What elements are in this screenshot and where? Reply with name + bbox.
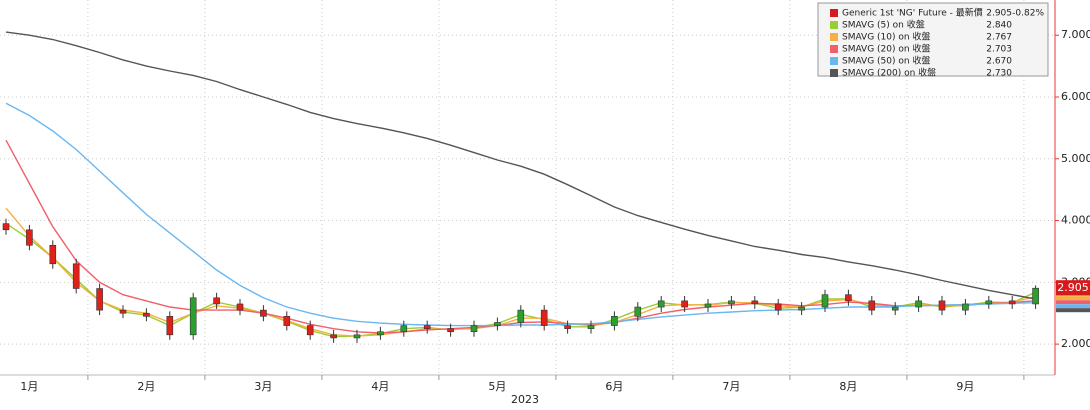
candle-body <box>751 300 759 305</box>
y-tick-label: 7.000 <box>1061 28 1090 41</box>
candle-body <box>330 334 337 339</box>
y-tick-label: 2.000 <box>1061 337 1090 350</box>
candle-body <box>166 316 174 336</box>
candle-body <box>283 316 291 326</box>
candle-body <box>213 297 220 305</box>
candle-body <box>657 300 665 308</box>
ma-tag <box>1056 296 1090 301</box>
candle-body <box>821 294 829 308</box>
ma-line <box>5 31 1036 300</box>
legend-swatch <box>830 45 838 53</box>
x-tick-label: 2月 <box>137 380 155 393</box>
candle-body <box>915 300 922 308</box>
legend-value: 2.767 <box>986 33 1012 43</box>
candle-body <box>1008 300 1016 305</box>
legend-value: 2.905 <box>986 9 1012 19</box>
x-tick-label: 6月 <box>605 380 623 393</box>
candle-body <box>470 325 478 333</box>
legend-change: -0.82% <box>1012 9 1044 19</box>
candle-body <box>2 223 10 231</box>
y-tick-label: 6.000 <box>1061 90 1090 103</box>
x-tick-label: 1月 <box>20 380 38 393</box>
candle-body <box>985 300 993 305</box>
legend-label: Generic 1st 'NG' Future - 最新價 <box>842 7 983 19</box>
legend-box <box>817 2 1049 77</box>
legend-swatch <box>830 57 838 65</box>
candle-body <box>798 306 805 311</box>
legend-swatch <box>830 9 838 17</box>
legend-value: 2.703 <box>986 45 1012 55</box>
candle-body <box>517 309 525 323</box>
x-tick-label: 7月 <box>722 380 740 393</box>
legend-swatch <box>830 21 838 29</box>
legend-label: SMAVG (5) on 收盤 <box>842 19 925 31</box>
candle-body <box>423 325 431 329</box>
legend-swatch <box>830 69 838 77</box>
y-tick-label: 5.000 <box>1061 152 1090 165</box>
candle-body <box>891 306 899 311</box>
candle-body <box>400 325 408 333</box>
candle-body <box>868 300 876 311</box>
candle-body <box>681 300 688 308</box>
candle-body <box>119 309 127 314</box>
candle-body <box>938 300 946 311</box>
legend-label: SMAVG (20) on 收盤 <box>842 43 930 55</box>
legend-value: 2.730 <box>986 69 1012 79</box>
candle-body <box>845 294 852 302</box>
candle-body <box>611 316 618 326</box>
ma-tag <box>1056 300 1090 305</box>
x-tick-label: 3月 <box>254 380 272 393</box>
legend-swatch <box>830 33 838 41</box>
x-tick-label: 9月 <box>956 380 974 393</box>
candle-body <box>540 309 548 326</box>
candle-body <box>587 325 595 329</box>
ma-tag <box>1056 304 1090 309</box>
last-price-tag <box>1056 280 1090 296</box>
last-price-label: 2.905 <box>1057 281 1089 294</box>
candle-body <box>236 303 244 311</box>
candle-body <box>49 244 57 265</box>
candle-body <box>634 306 642 317</box>
candle-body <box>704 303 712 308</box>
candle-body <box>447 328 454 333</box>
legend-label: SMAVG (200) on 收盤 <box>842 67 936 79</box>
candle-body <box>962 303 969 311</box>
candle-body <box>728 300 735 305</box>
candle-body <box>260 309 267 317</box>
candle-body <box>26 229 33 246</box>
legend-label: SMAVG (50) on 收盤 <box>842 55 930 67</box>
legend: Generic 1st 'NG' Future - 最新價 2.905 -0.82%… <box>817 2 1049 79</box>
candle-body <box>353 334 361 339</box>
candle-body <box>377 331 384 336</box>
candle-body <box>774 303 782 311</box>
legend-value: 2.840 <box>986 21 1012 31</box>
y-tick-label: 4.000 <box>1061 214 1090 227</box>
legend-label: SMAVG (10) on 收盤 <box>842 31 930 43</box>
candle-body <box>564 325 571 329</box>
candle-body <box>143 312 150 317</box>
x-tick-label: 8月 <box>839 380 857 393</box>
candle-body <box>96 288 103 311</box>
legend-value: 2.670 <box>986 57 1012 67</box>
candle-body <box>494 322 501 326</box>
x-axis-label: 2023 <box>511 393 539 406</box>
x-tick-label: 4月 <box>371 380 389 393</box>
ma-tag <box>1056 308 1090 313</box>
candle-body <box>306 325 314 336</box>
candle-body <box>1032 287 1039 305</box>
x-tick-label: 5月 <box>488 380 506 393</box>
candle-body <box>189 297 197 336</box>
candle-body <box>72 263 80 289</box>
